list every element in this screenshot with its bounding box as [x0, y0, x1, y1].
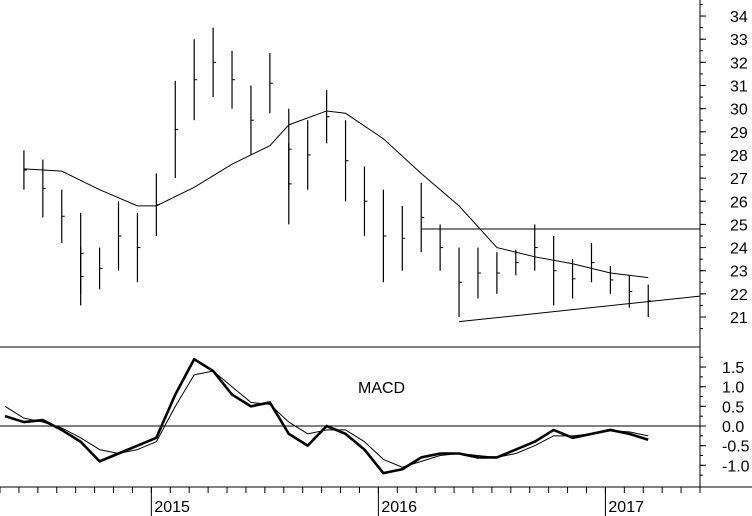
price-tick-label: 27 — [730, 171, 748, 188]
macd-panel: -1.0 -0.5 0.0 0.5 1.0 1.5 — [0, 356, 750, 476]
macd-tick-label: 0.5 — [722, 399, 744, 416]
macd-label: MACD — [358, 380, 405, 397]
price-tick-label: 33 — [730, 32, 748, 49]
price-tick-label: 22 — [730, 287, 748, 304]
macd-signal-line — [4, 370, 649, 468]
macd-tick-label: -1.0 — [722, 458, 750, 475]
macd-tick-label: -0.5 — [722, 439, 750, 456]
x-axis: 2015 2016 2017 — [0, 487, 701, 516]
price-tick-label: 28 — [730, 148, 748, 165]
price-tick-label: 25 — [730, 217, 748, 234]
price-tick-label: 30 — [730, 102, 748, 119]
macd-tick-label: 0.0 — [722, 419, 744, 436]
price-tick-label: 34 — [730, 9, 748, 26]
macd-tick-label: 1.5 — [722, 360, 744, 377]
price-panel: 21 22 23 24 25 26 27 28 29 30 31 32 33 34 — [23, 3, 748, 330]
price-tick-label: 23 — [730, 264, 748, 281]
x-year-label: 2017 — [608, 499, 644, 516]
trendline — [459, 295, 701, 323]
price-tick-label: 26 — [730, 194, 748, 211]
price-tick-label: 31 — [730, 79, 748, 96]
macd-line — [4, 357, 649, 475]
price-tick-label: 24 — [730, 241, 748, 258]
moving-average-line — [23, 110, 649, 279]
x-year-label: 2016 — [381, 499, 417, 516]
macd-tick-label: 1.0 — [722, 380, 744, 397]
x-year-label: 2015 — [154, 499, 190, 516]
price-tick-label: 32 — [730, 55, 748, 72]
price-tick-label: 21 — [730, 310, 748, 327]
price-tick-label: 29 — [730, 125, 748, 142]
